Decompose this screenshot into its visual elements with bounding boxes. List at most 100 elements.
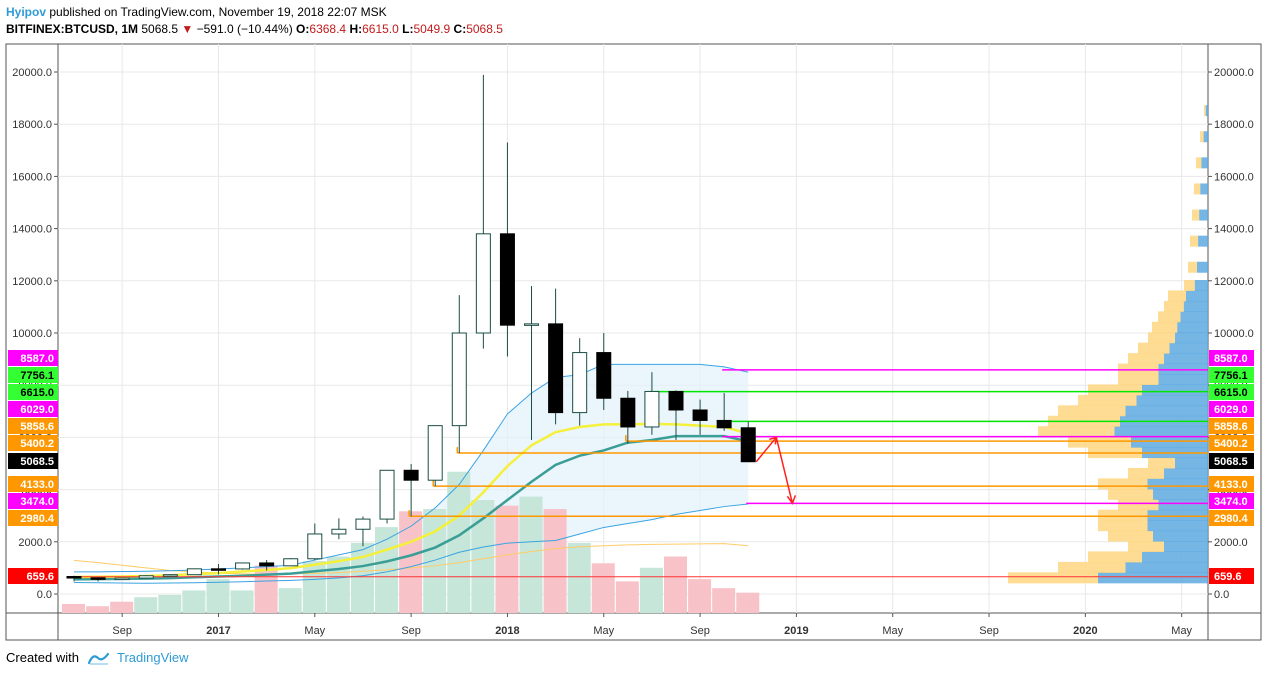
support-resistance-lines[interactable]	[72, 369, 1208, 578]
profile-bar-sell	[1152, 321, 1178, 333]
x-tick-label: May	[593, 625, 614, 637]
profile-bar-buy	[1194, 280, 1208, 292]
forecast-down-arrowhead[interactable]	[786, 495, 797, 505]
price-tag-right: 5400.2	[1214, 438, 1248, 450]
profile-bar-sell	[1118, 373, 1159, 385]
profile-bar-buy	[1197, 261, 1208, 273]
price-tag-left: 6029.0	[20, 404, 54, 416]
candle-2017-10	[427, 425, 443, 481]
x-tick-label: May	[1171, 625, 1192, 637]
candle-2017-03	[259, 562, 275, 567]
price-tag-bg	[1209, 384, 1254, 400]
profile-bar-buy	[1125, 561, 1208, 573]
profile-bar-sell	[1158, 311, 1181, 323]
candle-2016-10	[138, 575, 154, 579]
symbol-name[interactable]: BITFINEX:BTCUSD, 1M	[6, 22, 138, 36]
price-tag-bg	[8, 493, 58, 509]
author-link[interactable]: Hyipov	[6, 5, 47, 19]
volume-bar	[447, 471, 471, 613]
profile-bar-sell	[1192, 209, 1200, 221]
price-level-tags: 8587.0 8587.0 7756.1 7756.1 6615.0 6615.0 6029…	[8, 350, 1254, 584]
volume-bar	[471, 500, 495, 613]
price-tag-bg	[8, 367, 58, 383]
price-tag-bg	[1209, 401, 1254, 417]
publish-info: published on TradingView.com, November 1…	[49, 5, 387, 19]
profile-bar-buy	[1114, 426, 1208, 438]
price-tag-bg	[1209, 418, 1254, 434]
profile-bar-buy	[1136, 394, 1208, 406]
profile-bar-buy	[1175, 332, 1208, 344]
price-tag-right: 659.6	[1214, 571, 1242, 583]
y-tick-right: 14000.0	[1214, 224, 1254, 236]
price-tag-left: 5400.2	[20, 438, 54, 450]
forecast-up-line[interactable]	[755, 436, 777, 463]
price-tag-bg	[8, 384, 58, 400]
price-tag-bg	[1209, 367, 1254, 383]
high-label: H:	[349, 22, 363, 36]
price-tag-right: 6615.0	[1214, 387, 1248, 399]
profile-bar-sell	[1194, 183, 1201, 195]
profile-bar-sell	[1196, 157, 1202, 169]
profile-bar-buy	[1147, 520, 1208, 532]
profile-bar-buy	[1177, 321, 1208, 333]
chart-header: Hyipov published on TradingView.com, Nov…	[6, 4, 503, 38]
candle-2018-04	[572, 352, 588, 414]
volume-bar	[712, 588, 736, 613]
candle-2017-08	[379, 469, 395, 520]
candle-2017-11	[451, 332, 467, 427]
tradingview-brand-link[interactable]: TradingView	[116, 650, 189, 665]
forecast-down-line[interactable]	[775, 437, 794, 504]
profile-bar-buy	[1142, 551, 1208, 563]
created-with-label: Created with	[6, 650, 79, 665]
chart-frame	[5, 43, 1262, 641]
candle-2017-04	[283, 558, 299, 567]
y-tick-left: 20000.0	[12, 67, 52, 79]
candle-2017-05	[307, 533, 323, 560]
profile-bar-sell	[1098, 478, 1148, 490]
price-tag-bg	[8, 476, 58, 492]
candle-2017-01	[210, 568, 226, 571]
profile-bar-buy	[1142, 384, 1208, 396]
price-chart[interactable]: 20000.0 20000.0 18000.0 18000.0 16000.0 16000…	[0, 0, 1267, 645]
candle-2018-10	[716, 419, 732, 429]
price-tag-right: 6029.0	[1214, 404, 1248, 416]
price-tag-left: 8587.0	[20, 353, 54, 365]
profile-bar-buy	[1186, 290, 1208, 302]
candle-2018-07	[644, 390, 660, 428]
price-tag-right: 2980.4	[1214, 513, 1249, 525]
volume-bar	[615, 581, 639, 613]
profile-bar-sell	[1164, 300, 1184, 312]
x-tick-label: 2017	[206, 625, 230, 637]
forecast-arrows[interactable]	[755, 436, 797, 505]
profile-bar-sell	[1098, 520, 1148, 532]
profile-bar-sell	[1168, 290, 1186, 302]
candle-2018-05	[596, 352, 612, 399]
y-tick-left: 16000.0	[12, 171, 52, 183]
profile-bar-buy	[1175, 457, 1208, 469]
profile-bar-sell	[1008, 572, 1098, 584]
profile-bar-sell	[1108, 488, 1153, 500]
x-tick-label: 2019	[784, 625, 808, 637]
price-tag-right: 7756.1	[1214, 370, 1248, 382]
profile-bar-buy	[1199, 209, 1208, 221]
high-value: 6615.0	[362, 22, 399, 36]
volume-bar	[230, 590, 254, 613]
profile-bar-buy	[1158, 499, 1208, 511]
y-tick-left: 0.0	[37, 589, 52, 601]
volume-bar	[86, 606, 110, 613]
price-tag-left: 6615.0	[20, 387, 54, 399]
price-tag-left: 2980.4	[20, 513, 55, 525]
volume-bar	[350, 542, 374, 613]
price-tag-bg	[1209, 493, 1254, 509]
candle-2017-02	[235, 562, 251, 570]
volume-bar	[519, 496, 543, 613]
candle-2016-08	[90, 577, 106, 580]
candle-2018-11	[740, 427, 756, 463]
profile-bar-buy	[1125, 405, 1208, 417]
footer: Created with TradingView	[6, 650, 189, 665]
volume-bar	[639, 567, 663, 613]
y-tick-left: 14000.0	[12, 224, 52, 236]
candle-2017-06	[331, 528, 347, 535]
symbol-line: BITFINEX:BTCUSD, 1M 5068.5 ▼ −591.0 (−10…	[6, 21, 503, 38]
bollinger-upper-line	[74, 363, 749, 573]
